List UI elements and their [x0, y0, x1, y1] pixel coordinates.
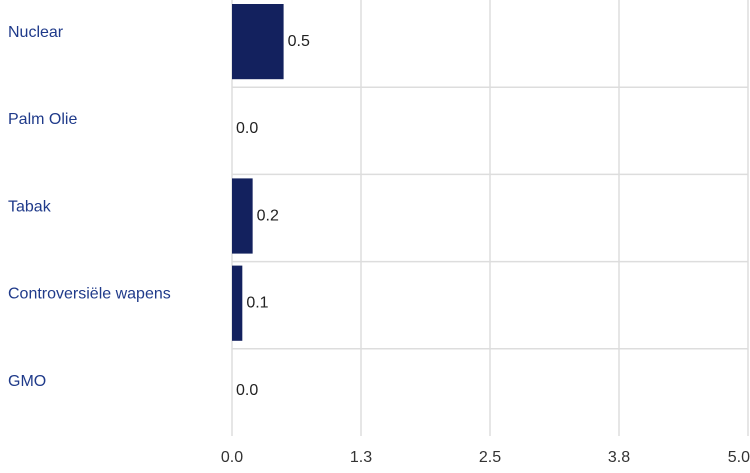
category-label: Nuclear	[8, 24, 64, 41]
category-label: Palm Olie	[8, 111, 77, 128]
bar	[232, 4, 284, 80]
bar	[232, 178, 253, 254]
x-tick-label: 1.3	[350, 449, 372, 466]
data-label: 0.0	[236, 120, 258, 137]
category-label: GMO	[8, 373, 46, 390]
data-label: 0.5	[288, 33, 310, 50]
x-tick-label: 5.0	[728, 449, 750, 466]
x-tick-label: 3.8	[608, 449, 630, 466]
data-label: 0.0	[236, 382, 258, 399]
data-label: 0.2	[257, 207, 279, 224]
category-label: Tabak	[8, 198, 52, 215]
bar	[232, 265, 243, 341]
data-label: 0.1	[246, 295, 268, 312]
x-tick-label: 2.5	[479, 449, 501, 466]
category-label: Controversiële wapens	[8, 286, 171, 303]
x-tick-label: 0.0	[221, 449, 243, 466]
